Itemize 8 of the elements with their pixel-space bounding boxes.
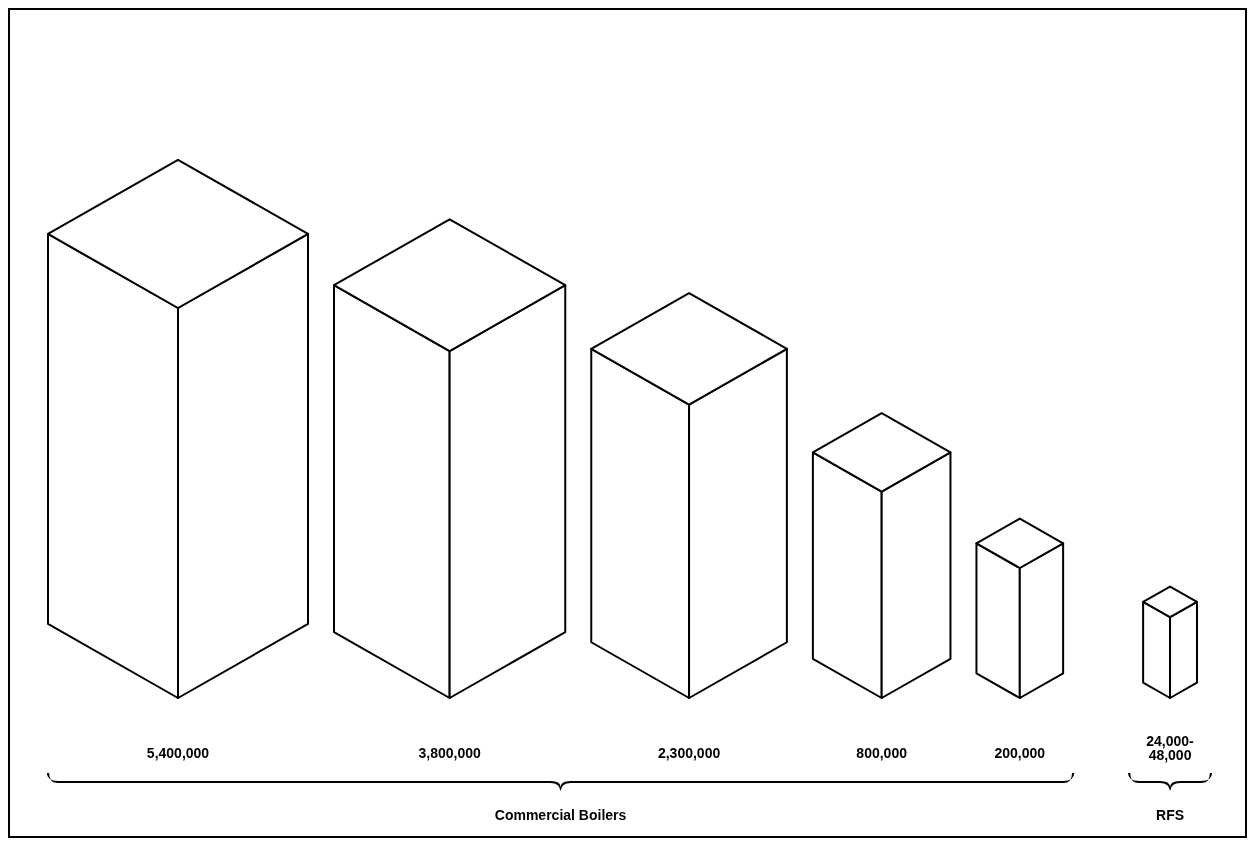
data-label: 2,300,000 — [657, 745, 721, 761]
text: RFS — [1156, 807, 1185, 823]
data-label: 24,000- 48,000 — [1146, 733, 1195, 763]
data-label: 200,000 — [994, 745, 1046, 761]
data-label: 800,000 — [856, 745, 908, 761]
data-label: 3,800,000 — [418, 745, 481, 761]
text: Commercial Boilers — [494, 807, 627, 823]
data-label: 5,400,000 — [146, 745, 210, 761]
